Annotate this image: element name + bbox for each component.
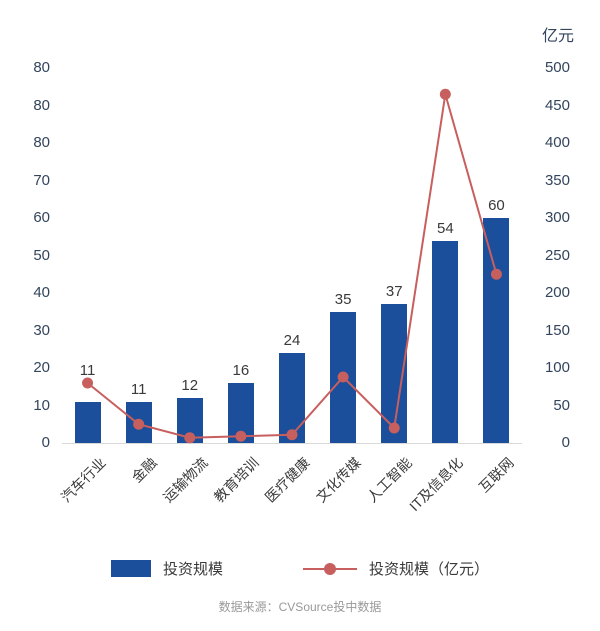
bar xyxy=(279,353,305,443)
bar-value-label: 16 xyxy=(232,362,250,379)
left-axis-tick: 80 xyxy=(33,134,50,151)
bar-value-label: 24 xyxy=(283,332,301,349)
legend-item-line: 投资规模（亿元） xyxy=(303,558,489,579)
left-axis-tick: 0 xyxy=(41,434,50,451)
x-axis-category-label: 运输物流 xyxy=(159,454,211,506)
left-axis-tick: 80 xyxy=(33,59,50,76)
bar xyxy=(432,240,459,443)
line-marker xyxy=(490,268,502,280)
bar-value-label: 11 xyxy=(130,380,147,398)
line-legend-label: 投资规模（亿元） xyxy=(369,561,490,578)
bar-legend-swatch xyxy=(110,560,151,577)
line-marker xyxy=(184,432,196,444)
line-series xyxy=(82,88,502,444)
x-axis-category-label: 金融 xyxy=(128,454,160,486)
right-axis-tick: 350 xyxy=(544,171,570,189)
right-axis-tick: 450 xyxy=(544,96,570,114)
plot-area: 11 11 12 16 24 35 37 54 60 xyxy=(62,68,522,444)
bar xyxy=(483,218,510,443)
right-axis-tick: 400 xyxy=(544,134,570,151)
right-axis-tick: 150 xyxy=(544,321,570,339)
right-axis-unit-label: 亿元 xyxy=(541,28,574,45)
left-axis-tick: 30 xyxy=(33,321,50,339)
line-marker xyxy=(82,377,94,389)
line-legend-dot xyxy=(324,562,336,575)
x-axis-category-label: IT及信息化 xyxy=(406,454,467,515)
right-axis-tick: 50 xyxy=(553,396,570,414)
left-axis-tick: 60 xyxy=(33,209,50,226)
right-axis-tick: 100 xyxy=(544,359,570,376)
bar-legend-label: 投资规模 xyxy=(162,561,223,578)
right-axis-tick: 500 xyxy=(544,59,570,76)
data-source: 数据来源：CVSource投中数据 xyxy=(218,600,382,614)
line-marker xyxy=(439,88,451,100)
left-axis-tick: 50 xyxy=(33,246,50,264)
legend: 投资规模 投资规模（亿元） xyxy=(0,558,600,579)
x-axis-category-label: 医疗健康 xyxy=(261,454,313,506)
left-axis-tick: 80 xyxy=(33,96,50,114)
right-axis-tick: 200 xyxy=(544,284,570,301)
line-marker xyxy=(286,429,298,441)
left-axis-tick: 40 xyxy=(33,284,50,301)
bar-value-label: 11 xyxy=(79,362,96,379)
x-axis-category-label: 文化传媒 xyxy=(312,454,364,506)
bar xyxy=(74,401,101,443)
x-axis-category-label: 教育培训 xyxy=(210,454,262,506)
right-axis-tick: 0 xyxy=(561,434,570,451)
line-marker xyxy=(337,371,349,383)
left-axis-tick: 10 xyxy=(33,396,50,414)
line-marker xyxy=(388,422,400,434)
x-axis-category-label: 汽车行业 xyxy=(57,454,109,506)
right-axis-tick: 300 xyxy=(544,209,570,226)
bar-value-label: 54 xyxy=(436,219,454,237)
left-axis-tick: 20 xyxy=(33,359,50,376)
bar-value-label: 35 xyxy=(334,290,352,308)
line-legend-swatch xyxy=(303,562,357,575)
line-marker xyxy=(133,418,145,430)
left-axis-tick: 70 xyxy=(33,171,50,189)
x-axis-category-label: 互联网 xyxy=(476,454,518,496)
right-axis-tick: 250 xyxy=(544,246,570,264)
bar-value-label: 37 xyxy=(385,283,403,301)
bar-value-label: 60 xyxy=(488,197,505,214)
legend-item-bars: 投资规模 xyxy=(110,558,223,579)
bar-value-label: 12 xyxy=(181,377,199,394)
line-marker xyxy=(235,430,247,442)
